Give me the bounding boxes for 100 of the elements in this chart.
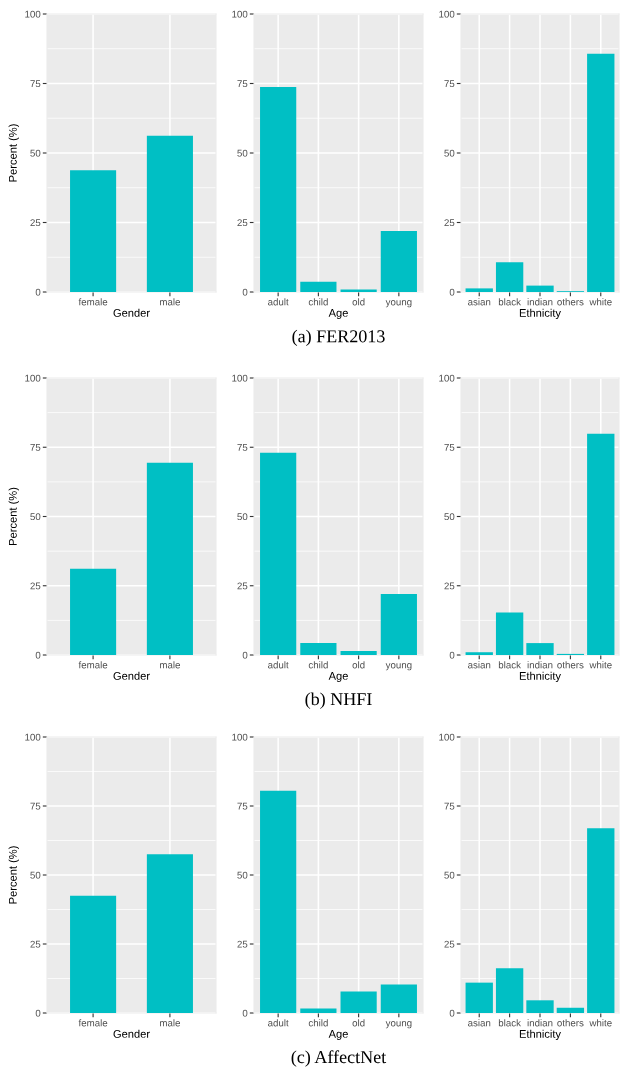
y-tick-label: 75: [237, 80, 248, 88]
x-tick-label: asian: [468, 298, 491, 306]
bar: [380, 984, 417, 1013]
x-tick-label: adult: [268, 1019, 289, 1027]
bar: [556, 1007, 585, 1013]
x-tick-label: indian: [527, 1019, 553, 1027]
y-tick-label: 0: [242, 1009, 248, 1017]
text: (a) FER2013: [292, 329, 385, 347]
y-tick-label: 25: [30, 940, 41, 948]
text: (c) AffectNet: [291, 1050, 387, 1067]
text: (b) NHFI: [305, 692, 372, 709]
y-tick-label: 75: [30, 802, 41, 810]
y-tick-label: 25: [237, 582, 248, 590]
bar: [495, 612, 524, 655]
bar: [526, 1000, 554, 1013]
x-tick-label: female: [78, 298, 108, 306]
x-tick-label: male: [160, 661, 181, 669]
x-tick-label: male: [160, 1019, 181, 1027]
x-axis-title: Ethnicity: [519, 1029, 561, 1041]
y-tick-label: 75: [444, 80, 455, 88]
x-axis-title: Gender: [113, 308, 150, 317]
y-tick-label: 75: [30, 80, 41, 88]
y-tick-label: 75: [444, 444, 455, 451]
y-tick-label: 50: [444, 871, 455, 879]
y-tick-label: 0: [449, 1009, 455, 1017]
bar: [465, 288, 493, 292]
bar: [587, 53, 615, 292]
x-tick-label: young: [385, 663, 412, 671]
y-tick-label: 50: [237, 149, 248, 157]
y-tick-label: 100: [232, 10, 248, 18]
x-tick-label: others: [557, 661, 584, 669]
y-tick-label: 100: [439, 10, 455, 18]
x-tick-label: white: [589, 1019, 612, 1027]
y-tick-label: 25: [237, 940, 248, 948]
x-tick-label: black: [498, 1019, 521, 1027]
bar: [380, 231, 417, 292]
x-axis-title: Ethnicity: [519, 671, 561, 683]
x-tick-label: young: [385, 1021, 412, 1029]
x-axis-title: Gender: [113, 1029, 150, 1038]
bar: [587, 828, 615, 1013]
x-tick-label: child: [308, 298, 328, 306]
y-tick-label: 0: [35, 651, 41, 659]
x-tick-label: asian: [468, 661, 491, 669]
bar: [260, 452, 297, 655]
y-tick-label: 0: [449, 288, 455, 296]
bar: [340, 289, 377, 292]
y-tick-label: 50: [237, 513, 248, 521]
y-tick-label: 100: [25, 10, 41, 18]
x-tick-label: black: [498, 661, 521, 669]
y-tick-label: 0: [449, 651, 455, 659]
x-tick-label: others: [557, 298, 584, 306]
x-axis-title: Gender: [113, 671, 150, 680]
y-tick-label: 0: [35, 1009, 41, 1017]
y-tick-label: 25: [30, 582, 41, 590]
x-tick-label: young: [385, 300, 412, 308]
y-axis-title: Percent (%): [8, 124, 19, 182]
bar: [260, 790, 297, 1013]
x-tick-label: black: [498, 298, 521, 306]
y-tick-label: 100: [439, 733, 455, 741]
bar: [465, 982, 493, 1013]
x-tick-label: male: [160, 298, 181, 306]
bar: [526, 643, 554, 655]
x-axis-title: Age: [328, 1030, 348, 1041]
y-tick-label: 75: [237, 444, 248, 451]
x-tick-label: old: [352, 298, 365, 306]
x-tick-label: old: [352, 661, 365, 669]
y-tick-label: 75: [237, 802, 248, 810]
x-tick-label: old: [352, 1019, 365, 1027]
x-tick-label: white: [589, 298, 612, 306]
bar: [340, 651, 377, 655]
bar: [300, 643, 337, 655]
y-tick-label: 25: [444, 582, 455, 590]
x-tick-label: indian: [527, 298, 553, 306]
bar: [465, 652, 493, 655]
y-tick-label: 25: [444, 219, 455, 227]
x-axis-title: Age: [328, 672, 348, 683]
y-tick-label: 0: [242, 651, 248, 659]
bar: [300, 281, 337, 292]
bar: [526, 285, 554, 292]
y-tick-label: 50: [30, 513, 41, 521]
x-tick-label: adult: [268, 661, 289, 669]
x-axis-title: Ethnicity: [519, 308, 561, 320]
bar: [300, 1008, 337, 1013]
bar: [587, 433, 615, 655]
x-tick-label: child: [308, 661, 328, 669]
x-tick-label: asian: [468, 1019, 491, 1027]
x-tick-label: white: [589, 661, 612, 669]
y-tick-label: 50: [30, 871, 41, 879]
y-tick-label: 75: [30, 444, 41, 451]
y-tick-label: 0: [35, 288, 41, 296]
x-tick-label: indian: [527, 661, 553, 669]
x-tick-label: adult: [268, 298, 289, 306]
x-tick-label: female: [78, 661, 108, 669]
y-tick-label: 100: [232, 733, 248, 741]
x-tick-label: child: [308, 1019, 328, 1027]
y-tick-label: 25: [30, 219, 41, 227]
y-tick-label: 50: [444, 149, 455, 157]
y-axis-title: Percent (%): [8, 846, 19, 904]
y-tick-label: 50: [30, 149, 41, 157]
y-tick-label: 100: [25, 733, 41, 741]
